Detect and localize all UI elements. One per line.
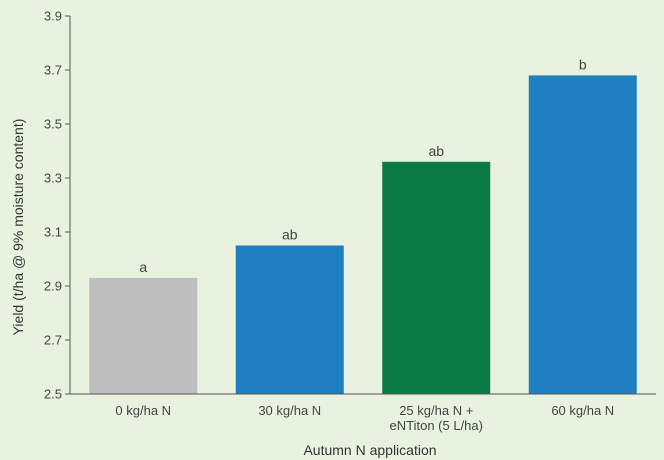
x-axis: 0 kg/ha N 30 kg/ha N 25 kg/ha N +eNTiton (… [70,393,656,433]
x-category-label: 30 kg/ha N [258,403,321,418]
x-axis-title: Autumn N application [303,442,436,458]
bar-significance-label: a [139,259,147,275]
x-category-label: 0 kg/ha N [115,403,171,418]
y-axis-title: Yield (t/ha @ 9% moisture content) [10,119,26,336]
bar-significance-label: ab [282,227,298,243]
y-tick-label: 3.5 [44,117,62,132]
bar [235,245,344,394]
x-category-label: 60 kg/ha N [551,403,614,418]
y-tick-label: 2.5 [44,387,62,402]
bar-significance-label: b [579,56,587,72]
y-tick-label: 2.7 [44,333,62,348]
y-tick-label: 3.7 [44,63,62,78]
bar [528,75,637,395]
y-axis: 2.5 2.7 2.9 3.1 3.3 3.5 3.7 3.9 [44,9,71,402]
x-category-label: 25 kg/ha N + [399,403,473,418]
bar-significance-label: ab [428,143,444,159]
bars: a ab ab b [89,56,637,395]
y-tick-label: 2.9 [44,279,62,294]
y-tick-label: 3.9 [44,9,62,24]
y-tick-label: 3.1 [44,225,62,240]
bar [382,161,491,394]
y-tick-label: 3.3 [44,171,62,186]
x-category-label: eNTiton (5 L/ha) [390,418,483,433]
bar [89,277,198,394]
